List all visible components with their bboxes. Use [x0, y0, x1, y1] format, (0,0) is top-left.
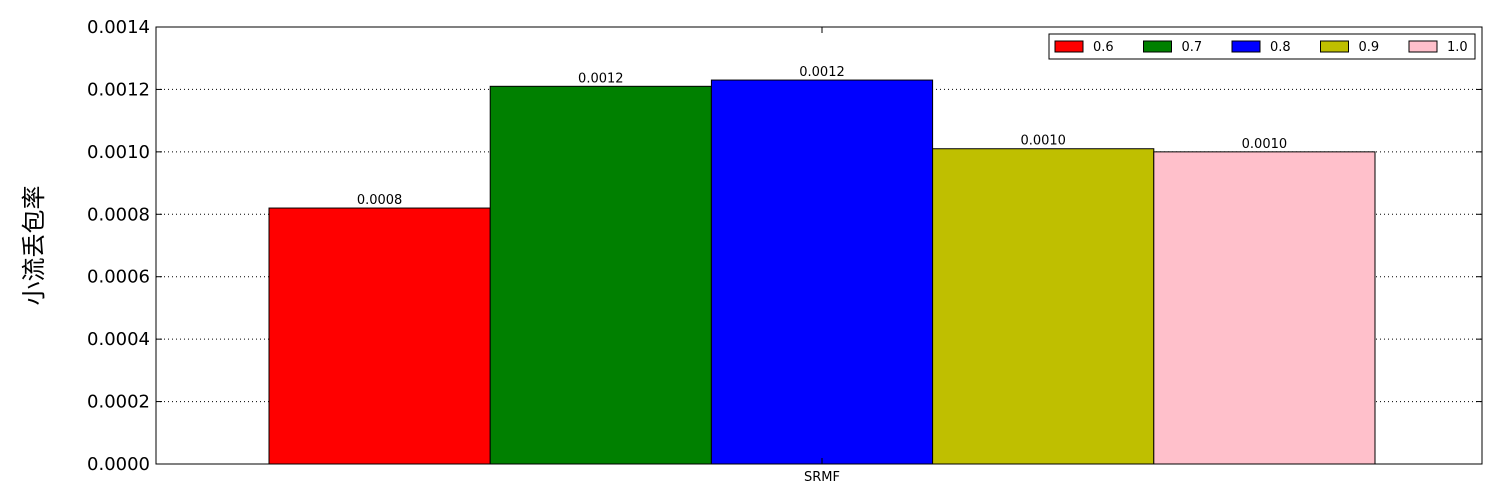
legend-box — [1048, 33, 1476, 60]
y-tick-label: 0.0010 — [87, 142, 150, 163]
legend: 0.6 0.7 0.8 0.9 1.0 — [1048, 33, 1476, 60]
y-tick-label: 0.0004 — [87, 329, 150, 350]
legend-swatch-0.9 — [1320, 40, 1349, 53]
legend-swatch-0.7 — [1143, 40, 1172, 53]
bar-0.6 — [268, 207, 491, 465]
bar-1.0 — [1153, 151, 1376, 465]
bar-value-label: 0.0010 — [1020, 134, 1066, 149]
y-tick-label: 0.0006 — [87, 267, 150, 288]
bar-0.9 — [932, 148, 1155, 465]
y-tick-label: 0.0012 — [87, 79, 150, 100]
bar-value-label: 0.0008 — [357, 193, 403, 208]
y-tick-label: 0.0000 — [87, 454, 150, 475]
data-labels: 0.0008 0.0012 0.0012 0.0010 0.0010 — [357, 65, 1287, 208]
legend-swatch-0.8 — [1231, 40, 1261, 53]
legend-label: 0.6 — [1093, 40, 1114, 55]
bar-0.8 — [710, 79, 934, 465]
bar-value-label: 0.0012 — [799, 65, 845, 80]
x-tick-label: SRMF — [804, 470, 840, 485]
legend-label: 1.0 — [1447, 40, 1468, 55]
bar-value-label: 0.0010 — [1242, 137, 1288, 152]
y-axis-label: 小流丢包率 — [20, 186, 48, 306]
y-axis-ticks: 0.00000.00020.00040.00060.00080.00100.00… — [87, 17, 1482, 475]
legend-label: 0.8 — [1270, 40, 1291, 55]
y-tick-label: 0.0014 — [87, 17, 150, 38]
bar-0.7 — [489, 85, 712, 465]
bars — [268, 79, 1376, 465]
y-tick-label: 0.0008 — [87, 204, 150, 225]
plot-frame — [155, 26, 1483, 465]
legend-label: 0.9 — [1359, 40, 1380, 55]
y-tick-label: 0.0002 — [87, 392, 150, 413]
legend-swatch-0.6 — [1054, 40, 1084, 53]
legend-label: 0.7 — [1182, 40, 1203, 55]
bar-value-label: 0.0012 — [578, 71, 624, 86]
x-axis-ticks: SRMF — [804, 27, 840, 485]
legend-swatch-1.0 — [1408, 40, 1438, 53]
